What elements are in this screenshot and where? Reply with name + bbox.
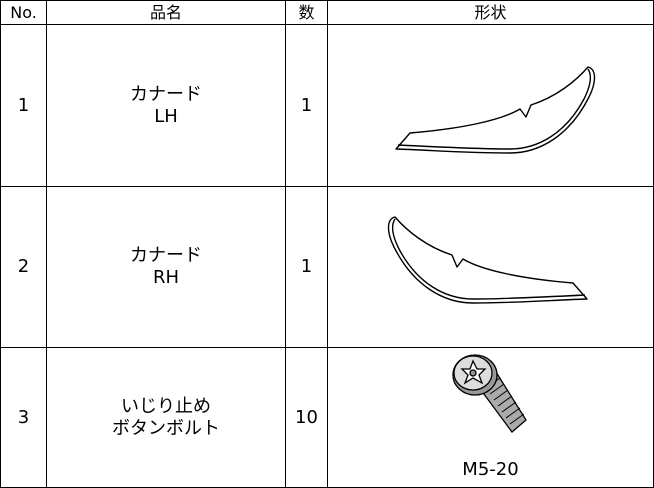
qty-text: 1 (300, 256, 313, 277)
header-cell: 形状 (327, 0, 654, 25)
qty-cell: 1 (285, 24, 328, 187)
header-text: 品名 (149, 2, 182, 22)
bolt-drawing (452, 354, 527, 433)
header-text: No. (10, 2, 37, 22)
header-cell: No. (0, 0, 47, 25)
name-text: カナード (130, 245, 202, 266)
shape-cell (327, 24, 654, 187)
shape-cell (327, 186, 654, 348)
name-cell: いじり止め ボタンボルト (46, 347, 286, 488)
header-cell: 品名 (46, 0, 286, 25)
name-text: いじり止め (121, 395, 211, 417)
canard-lh-drawing (395, 66, 596, 154)
no-cell: 2 (0, 186, 47, 348)
no-cell: 3 (0, 347, 47, 488)
name-cell: カナード RH (46, 186, 286, 348)
qty-cell: 10 (285, 347, 328, 488)
name-text: RH (152, 267, 180, 288)
shape-label: M5-20 (462, 459, 519, 480)
no-cell: 1 (0, 24, 47, 187)
qty-text: 1 (300, 94, 313, 116)
name-text: カナード (130, 83, 202, 105)
canard-rh-drawing (387, 216, 588, 304)
name-cell: カナード LH (46, 24, 286, 187)
no-text: 1 (17, 94, 30, 116)
qty-cell: 1 (285, 186, 328, 348)
qty-text: 10 (295, 406, 318, 428)
no-text: 3 (17, 406, 30, 428)
shape-cell: M5-20 (327, 347, 654, 488)
header-cell: 数 (285, 0, 328, 25)
name-text: ボタンボルト (112, 417, 220, 439)
header-text: 形状 (474, 2, 507, 22)
header-text: 数 (298, 2, 315, 22)
no-text: 2 (17, 256, 30, 277)
name-text: LH (154, 105, 178, 127)
